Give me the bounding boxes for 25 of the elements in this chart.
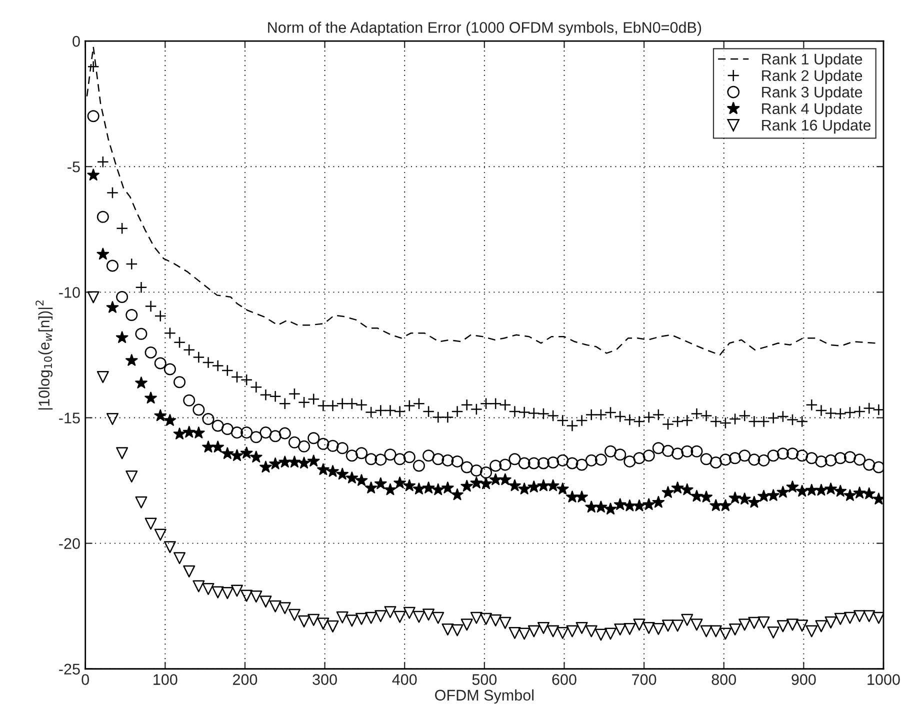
x-tick-label: 300 [312,674,337,685]
y-axis-title: |10log$_{10}$(e$_{w}$[n])|$^{2}$ [36,300,53,410]
x-tick-label: 800 [712,674,736,685]
x-tick-label: 500 [472,674,497,685]
y-tick-label: 0 [72,36,80,47]
legend-label: Rank 4 Update [762,102,862,118]
x-tick-label: 700 [632,674,656,685]
legend-label: Rank 1 Update [762,53,862,68]
legend-label: Rank 3 Update [762,86,862,101]
x-tick-label: 1000 [868,674,900,685]
y-tick-label: -5 [68,162,80,172]
x-tick-label: 900 [792,674,816,685]
x-tick-label: 400 [392,674,417,685]
legend-label: Rank 2 Update [762,70,862,84]
y-tick-label: -10 [59,287,80,298]
y-tick-label: -15 [59,412,80,424]
x-tick-label: 100 [154,674,178,685]
chart-title: Norm of the Adaptation Error (1000 OFDM symbols, EbN0=0dB) [268,22,702,36]
y-tick-label: -25 [59,664,80,675]
x-tick-label: 0 [82,674,90,685]
legend-label: Rank 16 Update [762,119,871,134]
x-tick-label: 600 [552,674,576,685]
y-tick-label: -20 [59,538,80,549]
x-tick-label: 200 [233,674,258,685]
x-axis-title: OFDM Symbol [435,689,534,704]
